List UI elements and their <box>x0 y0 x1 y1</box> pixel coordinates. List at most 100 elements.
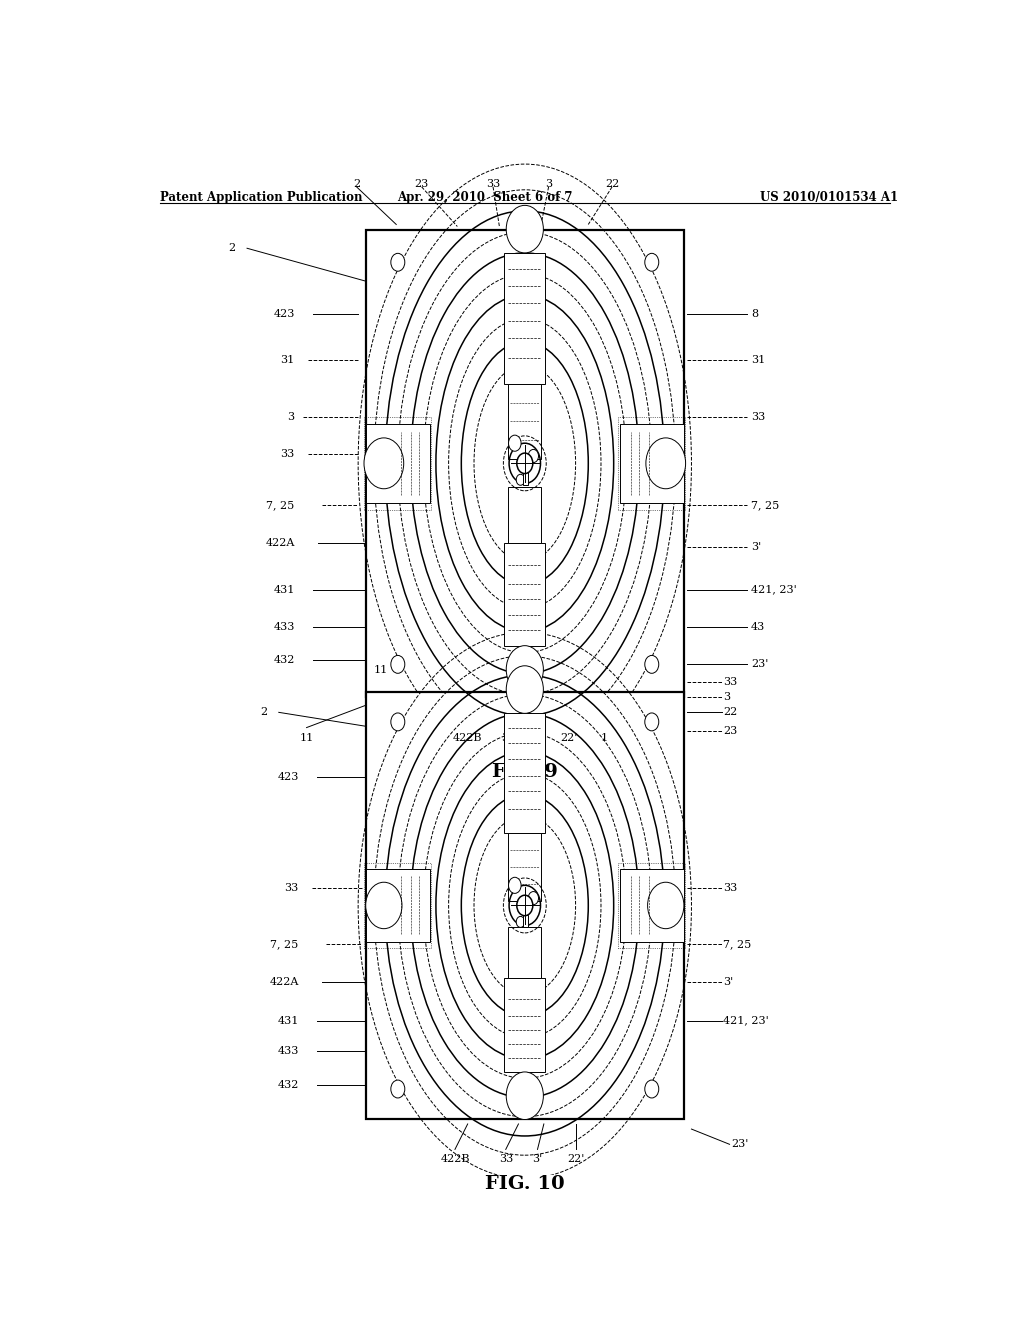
Circle shape <box>506 206 544 253</box>
Text: 33': 33' <box>522 733 540 743</box>
Text: 33: 33 <box>285 883 299 894</box>
Text: 33: 33 <box>499 1155 513 1164</box>
Text: US 2010/0101534 A1: US 2010/0101534 A1 <box>760 191 898 203</box>
Circle shape <box>517 895 532 916</box>
Text: 11: 11 <box>374 665 388 675</box>
Circle shape <box>391 1080 404 1098</box>
Text: 33: 33 <box>281 449 295 459</box>
Circle shape <box>645 253 658 271</box>
Text: 2: 2 <box>353 178 360 189</box>
Circle shape <box>364 438 403 488</box>
Text: 3': 3' <box>723 977 733 987</box>
Text: 1: 1 <box>601 733 607 743</box>
Text: 33: 33 <box>751 412 765 421</box>
Text: 3': 3' <box>501 733 511 743</box>
Bar <box>618 417 685 510</box>
Text: 31: 31 <box>281 355 295 366</box>
Text: 431: 431 <box>278 1015 299 1026</box>
Text: 23': 23' <box>731 1139 749 1150</box>
Circle shape <box>528 891 539 904</box>
Bar <box>504 543 546 645</box>
Bar <box>504 253 546 384</box>
Text: 433: 433 <box>273 622 295 632</box>
Text: 33: 33 <box>723 883 737 894</box>
Bar <box>620 869 684 941</box>
Text: FIG. 9: FIG. 9 <box>492 763 558 781</box>
Text: 43: 43 <box>751 622 765 632</box>
Circle shape <box>509 878 521 894</box>
Text: 23: 23 <box>415 178 429 189</box>
Text: 433: 433 <box>278 1045 299 1056</box>
Text: 421, 23': 421, 23' <box>751 585 797 594</box>
Text: 3': 3' <box>751 543 761 553</box>
Text: 2: 2 <box>228 243 236 253</box>
Text: 33: 33 <box>486 178 500 189</box>
Bar <box>504 978 546 1072</box>
Text: 422A: 422A <box>269 977 299 987</box>
Text: 422B: 422B <box>440 1155 470 1164</box>
Text: 22': 22' <box>560 733 578 743</box>
Bar <box>620 424 684 503</box>
Text: 23': 23' <box>751 660 768 669</box>
Text: 422A: 422A <box>265 537 295 548</box>
Bar <box>367 869 430 941</box>
Circle shape <box>506 665 544 713</box>
Bar <box>522 915 527 928</box>
Bar <box>508 833 542 902</box>
Text: 23: 23 <box>723 726 737 735</box>
Circle shape <box>391 656 404 673</box>
Text: 421, 23': 421, 23' <box>723 1015 769 1026</box>
Circle shape <box>647 882 684 929</box>
Text: 22': 22' <box>567 1155 585 1164</box>
Text: 7, 25: 7, 25 <box>751 500 779 511</box>
Text: 3: 3 <box>723 692 730 702</box>
Circle shape <box>528 449 539 462</box>
Text: 22: 22 <box>723 708 737 717</box>
Circle shape <box>506 1072 544 1119</box>
Circle shape <box>645 656 658 673</box>
Bar <box>367 692 684 1119</box>
Bar <box>618 863 685 948</box>
Circle shape <box>366 882 402 929</box>
Bar <box>522 473 527 486</box>
Circle shape <box>645 713 658 731</box>
Circle shape <box>391 253 404 271</box>
Circle shape <box>516 916 525 928</box>
Circle shape <box>645 1080 658 1098</box>
Text: 7, 25: 7, 25 <box>723 939 752 949</box>
Text: 3: 3 <box>545 178 552 189</box>
Text: 7, 25: 7, 25 <box>270 939 299 949</box>
Text: 7, 25: 7, 25 <box>266 500 295 511</box>
Circle shape <box>646 438 686 488</box>
Text: Patent Application Publication: Patent Application Publication <box>160 191 362 203</box>
Text: 8: 8 <box>751 309 758 318</box>
Bar <box>504 713 546 833</box>
Text: 422B: 422B <box>453 733 482 743</box>
Text: FIG. 10: FIG. 10 <box>485 1175 564 1193</box>
Bar <box>367 424 430 503</box>
Circle shape <box>516 474 525 486</box>
Circle shape <box>506 645 544 693</box>
Text: 33: 33 <box>723 677 737 686</box>
Bar <box>508 927 542 978</box>
Circle shape <box>509 436 521 451</box>
Text: 3: 3 <box>288 412 295 421</box>
Text: Apr. 29, 2010  Sheet 6 of 7: Apr. 29, 2010 Sheet 6 of 7 <box>397 191 572 203</box>
Circle shape <box>391 713 404 731</box>
Text: 11: 11 <box>299 733 313 743</box>
Text: 3': 3' <box>532 1155 543 1164</box>
Text: 431: 431 <box>273 585 295 594</box>
Circle shape <box>517 453 532 474</box>
Text: 423: 423 <box>278 772 299 783</box>
Text: 432: 432 <box>273 655 295 665</box>
Bar <box>508 487 542 543</box>
Bar <box>367 230 684 697</box>
Bar <box>365 417 431 510</box>
Text: 22: 22 <box>605 178 620 189</box>
Text: 432: 432 <box>278 1080 299 1090</box>
Text: 423: 423 <box>273 309 295 318</box>
Bar <box>365 863 431 948</box>
Text: 2: 2 <box>260 708 267 717</box>
Bar <box>508 384 542 458</box>
Text: 31: 31 <box>751 355 765 366</box>
